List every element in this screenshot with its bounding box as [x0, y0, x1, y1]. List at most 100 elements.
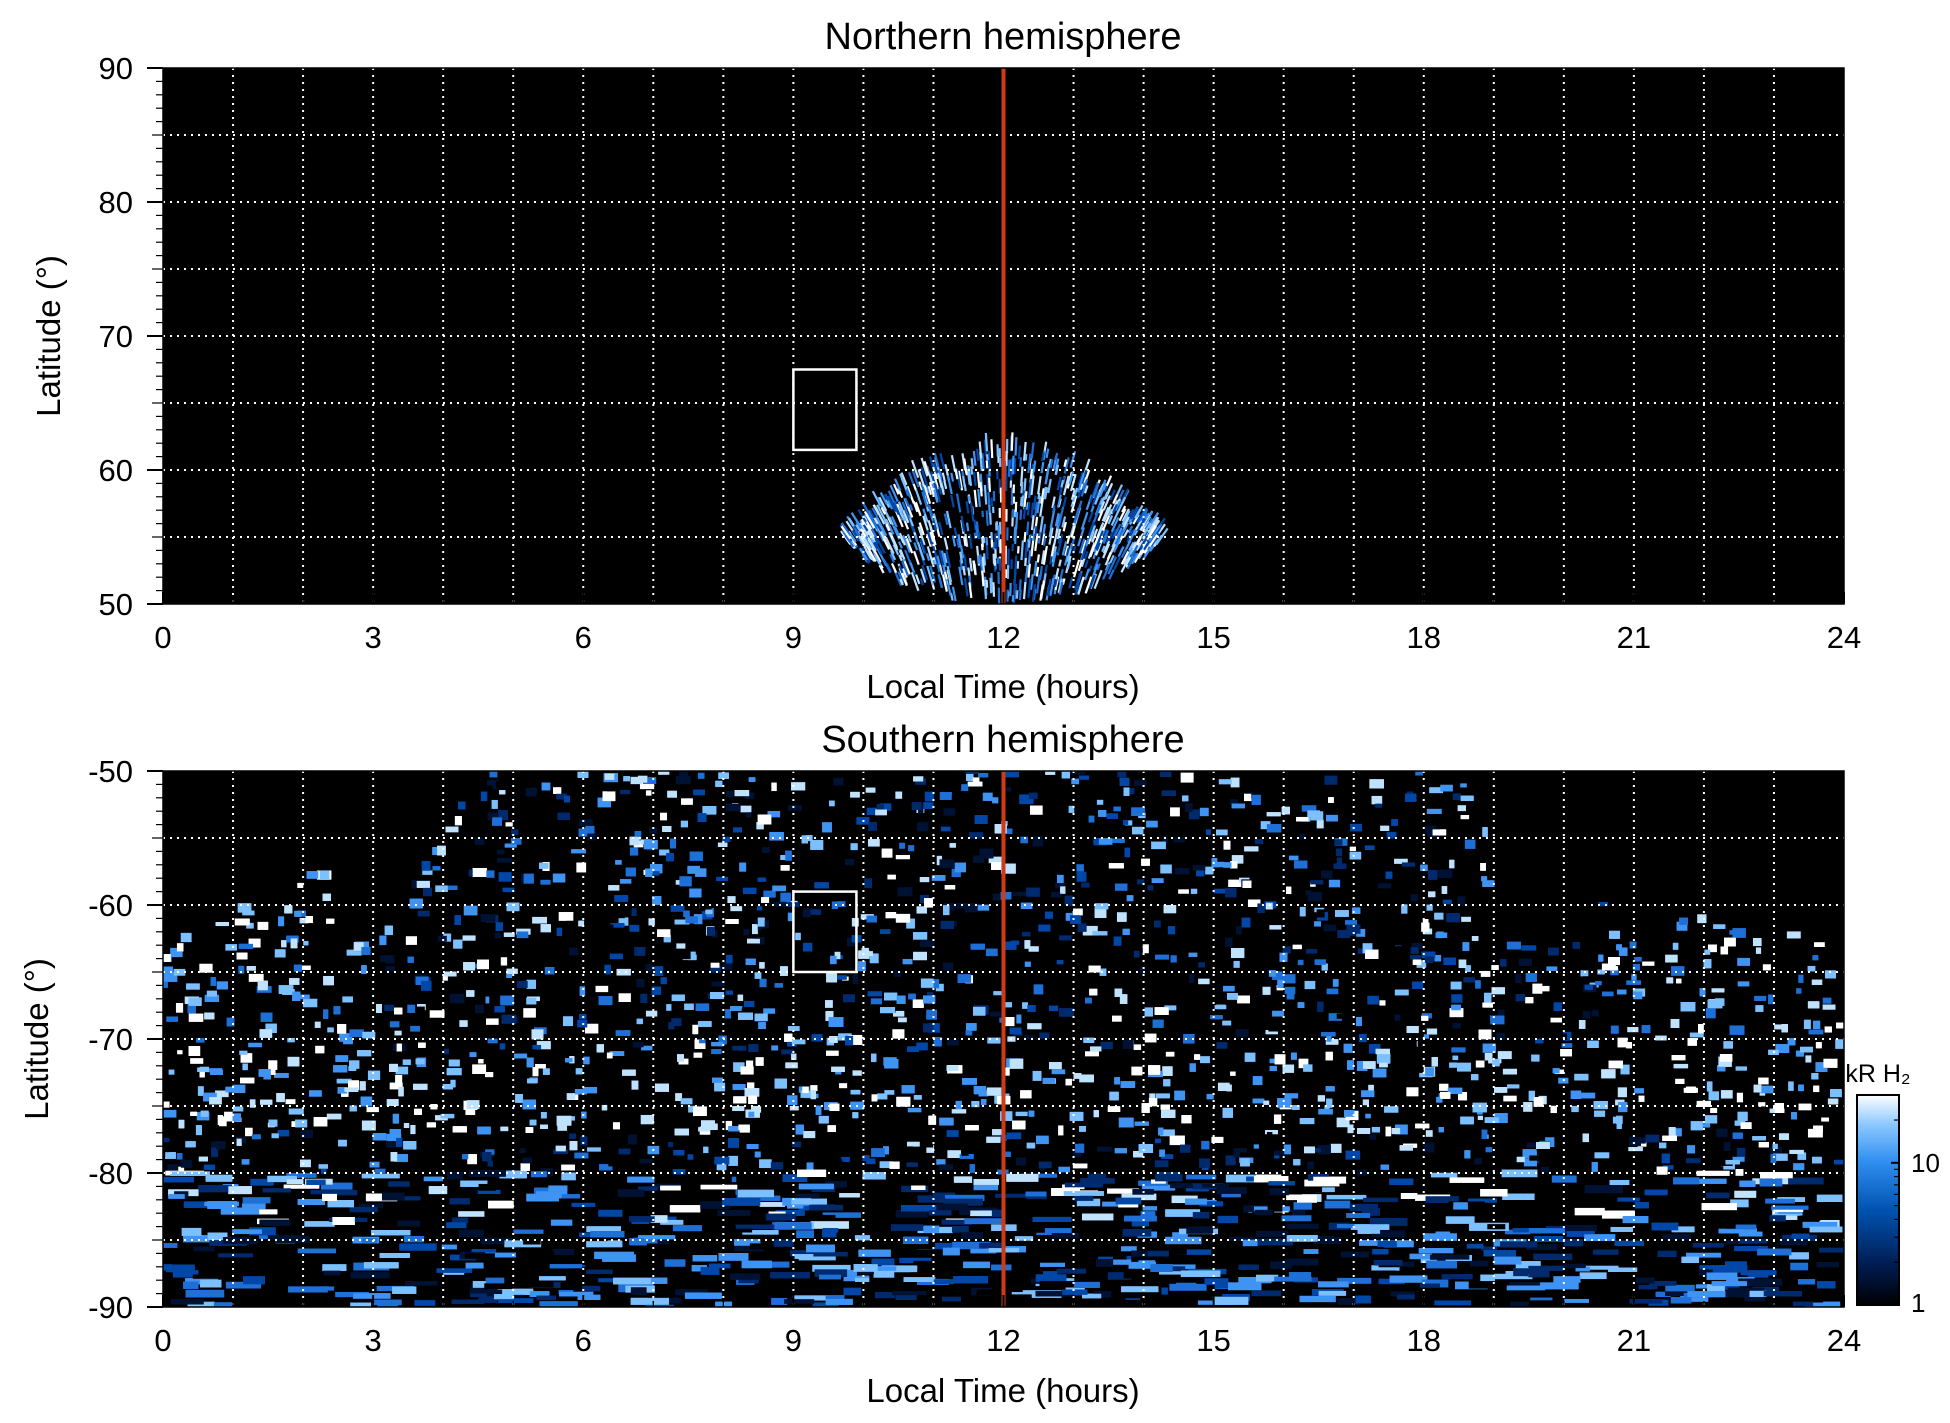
north-emission-streak	[1022, 506, 1027, 520]
south-emission-patch	[645, 964, 654, 973]
south-emission-patch	[314, 1021, 321, 1028]
north-emission-streak	[987, 491, 991, 508]
south-emission-patch	[1736, 1147, 1746, 1158]
north-emission-streak	[1020, 481, 1024, 494]
south-emission-patch	[1014, 1236, 1034, 1241]
south-emission-patch	[1131, 1220, 1150, 1227]
north-emission-streak	[939, 452, 946, 470]
north-emission-streak	[868, 530, 876, 541]
north-emission-streak	[1025, 521, 1030, 536]
south-emission-patch	[697, 772, 705, 779]
north-ytick-label: 50	[99, 587, 133, 622]
south-emission-patch	[491, 799, 498, 809]
south-emission-patch	[675, 880, 682, 885]
south-emission-patch	[1233, 960, 1240, 968]
south-emission-patch	[1100, 1041, 1113, 1050]
north-emission-streak	[915, 489, 923, 505]
south-emission-patch	[177, 1050, 183, 1055]
north-emission-streak	[1041, 452, 1045, 462]
north-emission-streak	[861, 501, 874, 520]
south-emission-patch	[571, 849, 587, 854]
south-emission-patch	[532, 916, 547, 924]
north-emission-streak	[1042, 545, 1048, 565]
north-emission-streak	[851, 529, 860, 541]
south-emission-patch	[920, 940, 935, 948]
south-emission-patch	[542, 1260, 562, 1265]
north-emission-streak	[892, 483, 900, 495]
north-emission-streak	[850, 512, 862, 528]
north-emission-streak	[1030, 475, 1035, 496]
north-emission-streak	[1023, 493, 1027, 510]
south-emission-patch	[1162, 835, 1168, 845]
north-emission-streak	[955, 493, 962, 513]
north-emission-streak	[1054, 464, 1059, 475]
north-emission-streak	[917, 526, 926, 546]
north-emission-streak	[884, 518, 890, 526]
north-emission-streak	[1101, 545, 1106, 553]
north-emission-streak	[1062, 496, 1068, 507]
south-emission-patch	[168, 1069, 175, 1075]
south-emission-patch	[1499, 959, 1507, 967]
south-emission-patch	[1390, 1291, 1415, 1297]
north-emission-streak	[920, 483, 929, 503]
north-emission-streak	[983, 579, 988, 600]
north-emission-streak	[905, 538, 914, 554]
north-emission-streak	[1048, 458, 1052, 468]
south-emission-patch	[304, 1221, 335, 1227]
south-emission-patch	[1068, 805, 1075, 813]
north-emission-streak	[1099, 496, 1106, 506]
south-emission-patch	[1316, 819, 1324, 829]
north-ytick-label: 80	[99, 185, 133, 220]
south-emission-patch	[1085, 1051, 1099, 1057]
south-emission-patch	[763, 1008, 776, 1014]
north-emission-streak	[873, 536, 879, 545]
south-emission-patch	[1019, 794, 1034, 805]
north-emission-streak	[1010, 488, 1014, 506]
north-emission-streak	[857, 509, 867, 523]
south-emission-patch	[274, 949, 286, 958]
south-emission-patch	[582, 1285, 601, 1292]
north-emission-streak	[1120, 548, 1128, 559]
north-emission-streak	[989, 577, 993, 594]
south-emission-patch	[780, 892, 791, 903]
north-emission-streak	[968, 557, 973, 572]
south-emission-patch	[199, 963, 213, 973]
south-emission-patch	[913, 1260, 954, 1267]
south-emission-patch	[1362, 1099, 1369, 1106]
north-emission-streak	[1040, 488, 1045, 504]
south-emission-patch	[1229, 799, 1238, 805]
north-emission-streak	[1083, 551, 1089, 560]
south-emission-patch	[470, 1291, 493, 1298]
north-emission-streak	[1143, 545, 1153, 559]
south-emission-patch	[1657, 1250, 1677, 1257]
north-emission-streak	[1012, 585, 1016, 604]
south-emission-patch	[339, 1033, 353, 1042]
south-emission-patch	[1389, 1275, 1429, 1283]
south-emission-patch	[1723, 1060, 1732, 1067]
south-emission-patch	[742, 1230, 779, 1235]
south-emission-patch	[1769, 1147, 1782, 1157]
north-emission-streak	[1029, 574, 1034, 590]
south-emission-patch	[1350, 793, 1361, 803]
south-emission-patch	[1029, 805, 1043, 815]
south-emission-patch	[601, 1104, 608, 1111]
north-emission-streak	[888, 516, 895, 526]
south-emission-patch	[1817, 1281, 1836, 1289]
north-emission-streak	[1044, 466, 1050, 485]
south-emission-patch	[815, 1251, 848, 1257]
north-x-ticks: 0 3 6 9 12 15 18 21 24	[154, 592, 1861, 655]
south-emission-patch	[1425, 1130, 1433, 1137]
north-emission-streak	[1106, 551, 1112, 560]
north-emission-streak	[880, 506, 887, 515]
north-emission-streak	[898, 565, 904, 574]
north-emission-streak	[884, 536, 895, 554]
south-emission-patch	[533, 1250, 555, 1256]
south-emission-patch	[695, 868, 707, 877]
north-emission-streak	[943, 480, 948, 490]
north-emission-streak	[1034, 526, 1038, 536]
south-emission-patch	[1716, 1128, 1728, 1138]
north-emission-streak	[1092, 504, 1102, 523]
north-emission-streak	[1110, 516, 1120, 533]
north-xtick-label: 18	[1407, 620, 1441, 655]
south-emission-patch	[213, 1302, 233, 1307]
